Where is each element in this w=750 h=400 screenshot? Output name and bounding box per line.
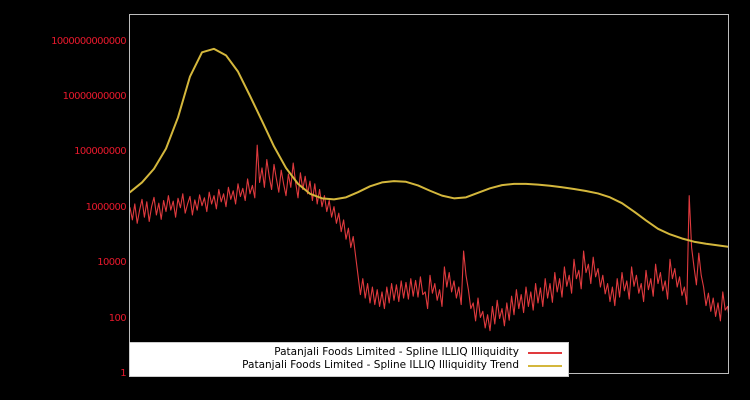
series-line-illiquidity xyxy=(130,144,728,332)
series-group xyxy=(130,47,728,332)
legend-entry-label: Patanjali Foods Limited - Spline ILLIQ I… xyxy=(274,346,519,358)
y-axis-tick-label: 1000000 xyxy=(85,201,127,213)
legend-entry: Patanjali Foods Limited - Spline ILLIQ I… xyxy=(136,346,562,359)
legend-swatch-illiquidity xyxy=(528,351,562,354)
y-axis-tick-label: 100000000 xyxy=(74,146,126,158)
y-axis-tick-label: 1000000000000 xyxy=(51,35,127,47)
chart-legend: Patanjali Foods Limited - Spline ILLIQ I… xyxy=(129,342,569,377)
plot-svg xyxy=(130,47,728,332)
y-axis-tick-label: 100 xyxy=(108,312,127,324)
y-axis-tick-label: 1 xyxy=(120,368,126,379)
series-line-trend xyxy=(130,47,728,248)
legend-swatch-trend xyxy=(528,364,562,367)
y-axis-tick-labels: 1000000000000 10000000000 100000000 1000000… xyxy=(0,0,127,400)
legend-entry: Patanjali Foods Limited - Spline ILLIQ I… xyxy=(136,359,562,372)
plot-area xyxy=(129,14,729,374)
y-axis-tick-label: 10000 xyxy=(97,257,126,269)
y-axis-tick-label: 10000000000 xyxy=(62,91,127,103)
legend-entry-label: Patanjali Foods Limited - Spline ILLIQ I… xyxy=(242,359,519,371)
